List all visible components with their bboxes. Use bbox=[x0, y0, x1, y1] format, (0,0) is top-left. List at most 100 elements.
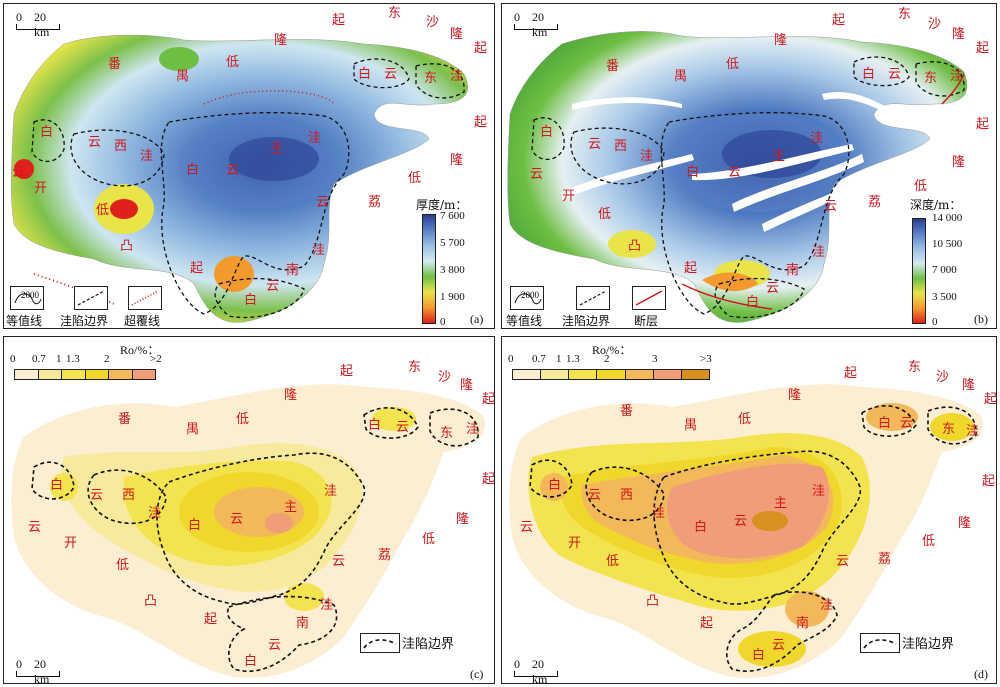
ro-d-class-3 bbox=[597, 370, 626, 379]
map-label: 白 bbox=[368, 418, 382, 433]
map-label: 云 bbox=[888, 67, 902, 82]
colorbar-title: Ro/%： bbox=[120, 343, 160, 357]
map-label: 起 bbox=[984, 392, 997, 407]
panel-tag: (d) bbox=[974, 667, 988, 681]
map-label: 主 bbox=[270, 141, 284, 156]
boundary-legend-icon bbox=[579, 290, 607, 306]
map-label: 白 bbox=[244, 293, 258, 308]
map-label: 起 bbox=[474, 41, 488, 56]
ro-d-class-5 bbox=[653, 370, 682, 379]
map-label: 隆 bbox=[952, 155, 966, 170]
map-label: 云 bbox=[226, 163, 240, 178]
depression-boundary-a bbox=[160, 112, 350, 315]
map-label: 云 bbox=[230, 512, 244, 527]
map-label: 白 bbox=[540, 125, 554, 140]
map-label: 洼 bbox=[652, 506, 666, 521]
map-label: 西 bbox=[114, 139, 128, 154]
ro-c-class-5 bbox=[132, 370, 155, 379]
ro-c-class-2 bbox=[62, 370, 86, 379]
colorbar-tick: 1 bbox=[56, 353, 62, 365]
boundary-legend-swatch bbox=[576, 286, 610, 310]
map-label: 隆 bbox=[962, 378, 976, 393]
map-label: 起 bbox=[832, 13, 846, 28]
map-label: 云 bbox=[520, 520, 534, 535]
map-label: 开 bbox=[568, 536, 582, 551]
map-label: 东 bbox=[388, 6, 402, 21]
boundary-legend-icon bbox=[363, 639, 397, 649]
map-label: 云 bbox=[836, 554, 850, 569]
contour-legend-icon bbox=[14, 293, 42, 305]
map-label: 白 bbox=[186, 163, 200, 178]
boundary-legend-icon bbox=[863, 639, 897, 649]
map-label: 洼 bbox=[140, 149, 154, 164]
colorbar-tick: 0 bbox=[10, 353, 16, 365]
panel-a-thickness-map: 0 20 km 番 禺 低 隆 起 东 沙 隆 起 白 云 东 洼 起 白 云 … bbox=[3, 3, 495, 329]
scale-zero: 0 bbox=[514, 10, 520, 24]
colorbar-tick: 2 bbox=[104, 353, 110, 365]
map-label: 云 bbox=[332, 554, 346, 569]
map-label: 白 bbox=[752, 648, 766, 663]
colorbar-tick: 1 bbox=[556, 353, 562, 365]
map-label: 白 bbox=[694, 520, 708, 535]
map-label: 凸 bbox=[120, 239, 134, 254]
ro-c-class-3 bbox=[85, 370, 109, 379]
contour-legend-swatch: 2000 bbox=[10, 286, 44, 310]
map-label: 低 bbox=[922, 534, 936, 549]
colorbar-tick: 2 bbox=[604, 353, 610, 365]
map-label: 低 bbox=[738, 412, 752, 427]
colorbar-tick: 14 000 bbox=[932, 212, 963, 224]
map-label: 沙 bbox=[426, 15, 440, 30]
map-label: 洼 bbox=[450, 69, 464, 84]
legend-boundary-label: 洼陷边界 bbox=[562, 314, 611, 328]
map-label: 洼 bbox=[966, 424, 980, 439]
map-label: 低 bbox=[116, 558, 130, 573]
legend-contour-label: 等值线 bbox=[6, 314, 43, 328]
map-label: 低 bbox=[914, 179, 928, 194]
colorbar-tick: 3 bbox=[652, 353, 658, 365]
map-label: 东 bbox=[898, 7, 912, 22]
map-label: 云 bbox=[88, 135, 102, 150]
ro-c-class-1 bbox=[38, 370, 62, 379]
map-label: 东 bbox=[908, 360, 922, 375]
map-label: 云 bbox=[384, 67, 398, 82]
colorbar-tick: 7 000 bbox=[932, 264, 957, 276]
colorbar-strip bbox=[422, 214, 436, 324]
map-label: 番 bbox=[108, 57, 122, 72]
map-label: 隆 bbox=[774, 33, 788, 48]
map-label: 凸 bbox=[628, 239, 642, 254]
legend-fault-label: 断层 bbox=[634, 314, 659, 328]
contour-legend-swatch: 2000 bbox=[510, 286, 544, 310]
map-label: 洼 bbox=[640, 149, 654, 164]
map-label: 起 bbox=[204, 612, 218, 627]
colorbar-tick: >3 bbox=[700, 353, 712, 365]
map-label: 起 bbox=[976, 41, 990, 56]
map-label: 隆 bbox=[274, 33, 288, 48]
scale-zero: 0 bbox=[16, 10, 22, 24]
map-label: 起 bbox=[482, 472, 495, 487]
overlap-legend-swatch bbox=[128, 286, 162, 310]
map-label: 低 bbox=[726, 57, 740, 72]
boundary-legend-swatch bbox=[860, 633, 900, 653]
map-label: 云 bbox=[530, 167, 544, 182]
legend-boundary-label: 洼陷边界 bbox=[902, 637, 955, 652]
scale-distance: 20 km bbox=[34, 657, 50, 684]
contour-legend-icon bbox=[514, 293, 542, 305]
map-label: 沙 bbox=[936, 370, 950, 385]
map-label: 低 bbox=[598, 207, 612, 222]
map-label: 起 bbox=[844, 366, 858, 381]
map-label: 起 bbox=[482, 392, 495, 407]
map-label: 西 bbox=[122, 488, 136, 503]
map-label: 洼 bbox=[820, 598, 834, 613]
map-label: 洼 bbox=[148, 506, 162, 521]
map-label: 南 bbox=[786, 263, 800, 278]
map-label: 荔 bbox=[368, 195, 382, 210]
ro-d-class-1 bbox=[541, 370, 570, 379]
map-label: 云 bbox=[824, 199, 838, 214]
map-label: 起 bbox=[684, 261, 698, 276]
scale-line bbox=[16, 671, 60, 677]
map-label: 主 bbox=[284, 500, 298, 515]
map-label: 白 bbox=[746, 295, 760, 310]
map-label: 云 bbox=[900, 416, 914, 431]
map-label: 东 bbox=[408, 360, 422, 375]
ro-d-class-6 bbox=[681, 370, 709, 379]
